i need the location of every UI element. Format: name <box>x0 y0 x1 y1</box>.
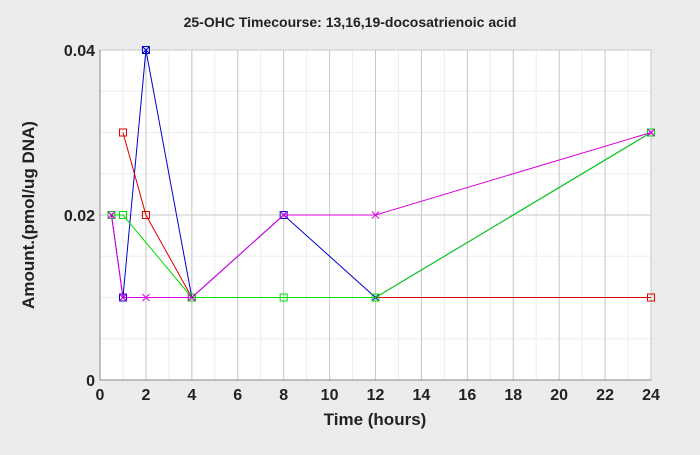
point-square <box>371 293 380 302</box>
data-point <box>142 293 150 302</box>
data-point <box>647 128 655 137</box>
chart-title: 25-OHC Timecourse: 13,16,19-docosatrieno… <box>184 14 517 30</box>
point-cross <box>142 293 150 302</box>
x-tick-label: 20 <box>550 387 568 404</box>
x-axis-label: Time (hours) <box>324 410 427 429</box>
series-layer <box>107 46 655 302</box>
data-point <box>279 293 288 302</box>
data-point <box>107 211 116 219</box>
point-square <box>118 128 127 137</box>
x-tick-label: 8 <box>279 387 288 404</box>
x-tick-label: 14 <box>413 387 431 404</box>
point-square <box>647 128 655 137</box>
y-tick-label: 0 <box>86 373 95 390</box>
point-cross <box>371 211 380 219</box>
point-cross <box>142 46 150 54</box>
data-point <box>187 293 196 302</box>
data-point <box>279 211 288 219</box>
y-tick-label: 0.02 <box>64 208 95 225</box>
data-point <box>141 46 150 54</box>
data-point <box>371 293 380 302</box>
point-cross <box>647 128 655 137</box>
data-point <box>371 211 380 219</box>
x-tick-label: 18 <box>504 387 522 404</box>
x-tick-label: 2 <box>141 387 150 404</box>
data-point <box>118 128 127 137</box>
x-tick-label: 10 <box>321 387 339 404</box>
x-tick-label: 24 <box>642 387 660 404</box>
data-point <box>647 293 655 302</box>
y-tick-label: 0.04 <box>64 43 95 60</box>
point-cross <box>279 211 288 219</box>
series-line <box>111 132 652 298</box>
data-point <box>647 128 655 137</box>
point-cross <box>107 211 116 219</box>
data-point <box>118 211 127 219</box>
point-cross <box>119 293 127 302</box>
x-tick-label: 0 <box>96 387 105 404</box>
point-square <box>647 293 655 302</box>
point-square <box>141 46 150 54</box>
data-point <box>119 293 127 302</box>
y-axis-label: Amount.(pmol/ug DNA) <box>19 121 38 309</box>
x-tick-label: 6 <box>233 387 242 404</box>
point-square <box>279 293 288 302</box>
point-square <box>118 211 127 219</box>
point-square <box>141 211 150 219</box>
data-point <box>141 211 150 219</box>
series-4 <box>107 128 655 302</box>
x-tick-label: 12 <box>367 387 385 404</box>
x-tick-label: 16 <box>458 387 476 404</box>
point-cross <box>187 293 196 302</box>
x-tick-label: 22 <box>596 387 614 404</box>
x-tick-label: 4 <box>187 387 196 404</box>
